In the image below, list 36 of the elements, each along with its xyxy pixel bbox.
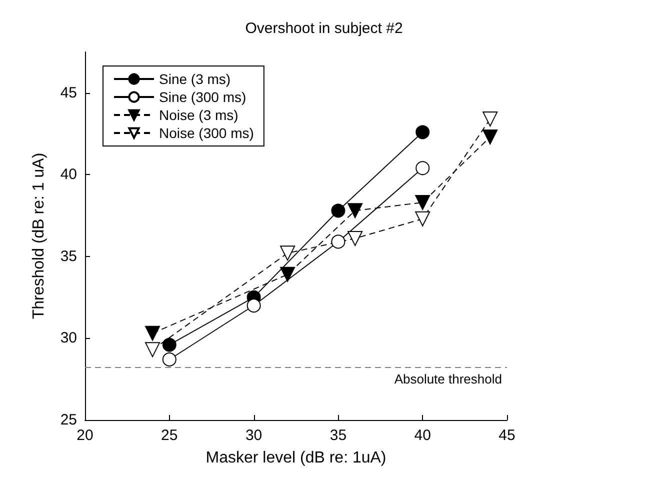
- x-tick-label: 35: [330, 427, 347, 444]
- point: [162, 352, 176, 366]
- point: [482, 130, 498, 145]
- y-tick-label: 45: [60, 84, 77, 102]
- x-tick-label: 25: [161, 427, 178, 444]
- y-tick-label: 30: [60, 330, 77, 347]
- y-tick-label: 35: [60, 248, 77, 265]
- point: [416, 125, 430, 140]
- point: [162, 338, 176, 352]
- y-tick-label: 25: [60, 412, 77, 428]
- point: [145, 326, 160, 341]
- x-tick-label: 30: [245, 427, 262, 444]
- ref-line-label: Absolute threshold: [394, 372, 502, 387]
- point: [331, 204, 346, 218]
- legend-label: Noise (3 ms): [159, 107, 238, 123]
- y-axis-title: Threshold (dB re: 1 uA): [30, 152, 48, 320]
- point: [280, 266, 296, 282]
- legend-label: Sine (3 ms): [159, 71, 231, 87]
- x-tick-label: 45: [498, 427, 516, 444]
- legend-label: Noise (300 ms): [159, 125, 254, 141]
- point: [280, 246, 296, 261]
- point: [145, 342, 160, 358]
- point: [482, 112, 498, 127]
- point: [416, 161, 430, 176]
- point: [348, 230, 363, 246]
- chart-title: Overshoot in subject #2: [245, 20, 403, 37]
- x-axis-title: Masker level (dB re: 1uA): [206, 450, 386, 466]
- point: [348, 203, 363, 218]
- y-tick-label: 40: [60, 166, 77, 184]
- x-tick-label: 40: [414, 427, 431, 444]
- x-tick-label: 20: [76, 427, 94, 444]
- legend-label: Sine (300 ms): [159, 89, 246, 105]
- point: [415, 211, 430, 226]
- point: [246, 298, 261, 313]
- point: [331, 234, 346, 249]
- point: [415, 194, 430, 210]
